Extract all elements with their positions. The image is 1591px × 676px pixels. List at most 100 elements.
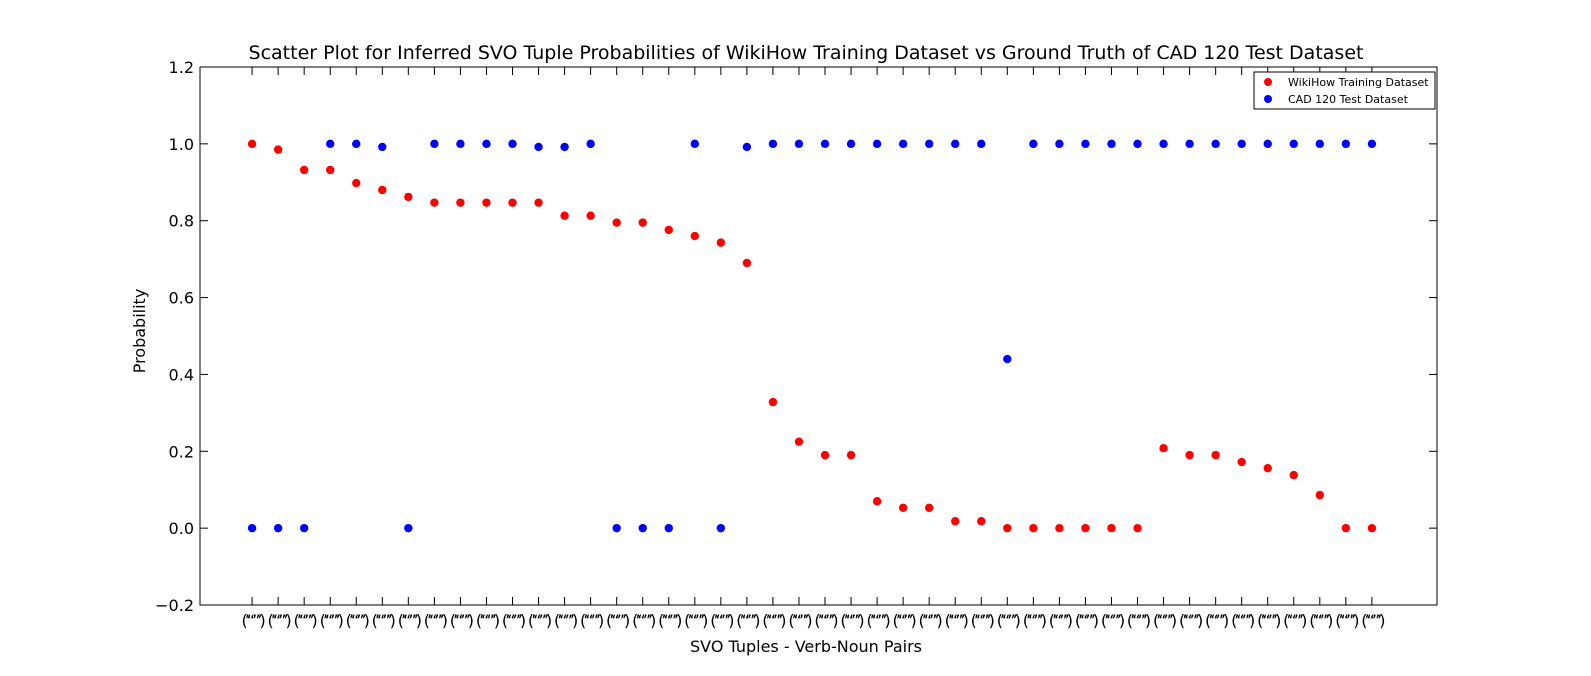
y-tick-label: 0.2 [169, 442, 194, 461]
x-tick-label-smudge: (’“”’) [971, 611, 994, 630]
cad120-point [430, 139, 439, 149]
wikihow-point [273, 145, 283, 154]
cad120-point [378, 142, 387, 152]
x-tick-label-smudge: (’“”’) [997, 611, 1020, 630]
x-tick-label-smudge: (’“”’) [1101, 611, 1124, 630]
x-tick-label-smudge: (’“”’) [294, 611, 317, 630]
cad120-point [1107, 139, 1116, 149]
cad120-point [352, 139, 361, 149]
cad120-point [482, 139, 491, 149]
x-tick-label-smudge: (’“”’) [1257, 611, 1280, 630]
wikihow-point [1107, 523, 1116, 533]
legend-label: CAD 120 Test Dataset [1288, 93, 1409, 106]
wikihow-point [1003, 523, 1012, 533]
y-tick-label: 1.0 [169, 135, 194, 154]
wikihow-point [924, 503, 934, 512]
wikihow-point [1289, 470, 1298, 480]
wikihow-point [742, 258, 752, 268]
wikihow-point [1029, 523, 1038, 533]
cad120-point [1367, 139, 1377, 149]
wikihow-point [1341, 523, 1351, 533]
x-tick-label-smudge: (’“”’) [476, 611, 499, 630]
x-tick-label-smudge: (’“”’) [814, 611, 837, 630]
x-tick-label-smudge: (’“”’) [1231, 611, 1254, 630]
x-tick-label-smudge: (’“”’) [554, 611, 577, 630]
legend-box [1253, 71, 1436, 110]
cad120-point [1029, 139, 1038, 149]
cad120-point [534, 142, 543, 152]
y-tick-label: 0.6 [169, 289, 194, 308]
y-tick-label: −0.2 [155, 596, 194, 615]
x-tick-label-smudge: (’“”’) [1335, 611, 1358, 630]
x-tick-label-smudge: (’“”’) [1049, 611, 1072, 630]
x-tick-label-smudge: (’“”’) [450, 611, 473, 630]
x-tick-label-smudge: (’“”’) [1309, 611, 1332, 630]
x-tick-label-smudge: (’“”’) [762, 611, 785, 630]
cad120-point [768, 139, 778, 149]
wikihow-point [612, 218, 621, 227]
cad120-point [898, 139, 908, 149]
cad120-point [872, 139, 882, 149]
x-tick-label-smudge: (’“”’) [398, 611, 421, 630]
x-tick-label-smudge: (’“”’) [241, 611, 264, 630]
y-axis-ticks: −0.2 0.0 0.2 0.4 0.6 0.8 1.0 1.2 [155, 58, 1437, 615]
cad120-point [716, 523, 726, 533]
cad120-point [1289, 139, 1298, 149]
x-tick-label-smudge: (’“”’) [372, 611, 395, 630]
cad120-point [951, 139, 960, 149]
x-tick-label-smudge: (’“”’) [1361, 611, 1384, 630]
cad120-point [560, 142, 569, 152]
wikihow-point [951, 517, 960, 526]
x-tick-label-smudge: (’“”’) [919, 611, 942, 630]
cad120-point [326, 139, 335, 149]
wikihow-point [1055, 523, 1064, 533]
x-tick-label-smudge: (’“”’) [632, 611, 655, 630]
legend: WikiHow Training Dataset CAD 120 Test Dat… [1253, 71, 1436, 110]
cad120-point [1055, 139, 1064, 149]
x-tick-label-smudge: (’“”’) [945, 611, 968, 630]
cad120-point [299, 523, 309, 533]
cad120-point [1003, 354, 1012, 364]
x-tick-label-smudge: (’“”’) [606, 611, 629, 630]
cad120-point [1081, 139, 1090, 149]
cad120-point [404, 523, 413, 533]
wikihow-point [898, 503, 908, 512]
wikihow-point [664, 225, 673, 235]
chart-title: Scatter Plot for Inferred SVO Tuple Prob… [249, 42, 1364, 64]
wikihow-point [482, 198, 491, 207]
x-tick-label-smudge: (’“”’) [346, 611, 369, 630]
cad120-point [1315, 139, 1325, 149]
x-axis-label: SVO Tuples - Verb-Noun Pairs [690, 637, 922, 656]
wikihow-point [1185, 450, 1194, 460]
cad120-point [664, 523, 673, 533]
wikihow-point [404, 192, 413, 202]
x-tick-label-smudge: (’“”’) [658, 611, 681, 630]
x-tick-labels: (’“”’) (’“”’) (’“”’) (’“”’) (’“”’) (’“”’) (’“”… [241, 67, 1387, 630]
wikihow-point [1237, 457, 1246, 467]
x-tick-label-smudge: (’“”’) [1023, 611, 1046, 630]
wikihow-point [247, 139, 257, 149]
cad120-point [1185, 139, 1194, 149]
wikihow-point [716, 238, 726, 247]
wikihow-point [794, 437, 804, 446]
cad120-point [690, 139, 699, 149]
x-tick-label-smudge: (’“”’) [710, 611, 733, 630]
y-tick-label: 0.4 [169, 365, 194, 384]
cad120-point [794, 139, 804, 149]
cad120-point [1237, 139, 1246, 149]
x-tick-label-smudge: (’“”’) [424, 611, 447, 630]
x-tick-label-smudge: (’“”’) [840, 611, 863, 630]
cad120-point [1263, 139, 1272, 149]
plot-area [199, 66, 1438, 606]
legend-marker [1264, 95, 1272, 103]
cad120-point [742, 142, 752, 152]
wikihow-point [534, 198, 543, 207]
cad120-point [1341, 139, 1351, 149]
wikihow-point [820, 450, 830, 460]
cad120-point [977, 139, 986, 149]
x-tick-label-smudge: (’“”’) [268, 611, 291, 630]
x-tick-label-smudge: (’“”’) [736, 611, 759, 630]
x-tick-label-smudge: (’“”’) [502, 611, 525, 630]
cad120-point [508, 139, 517, 149]
